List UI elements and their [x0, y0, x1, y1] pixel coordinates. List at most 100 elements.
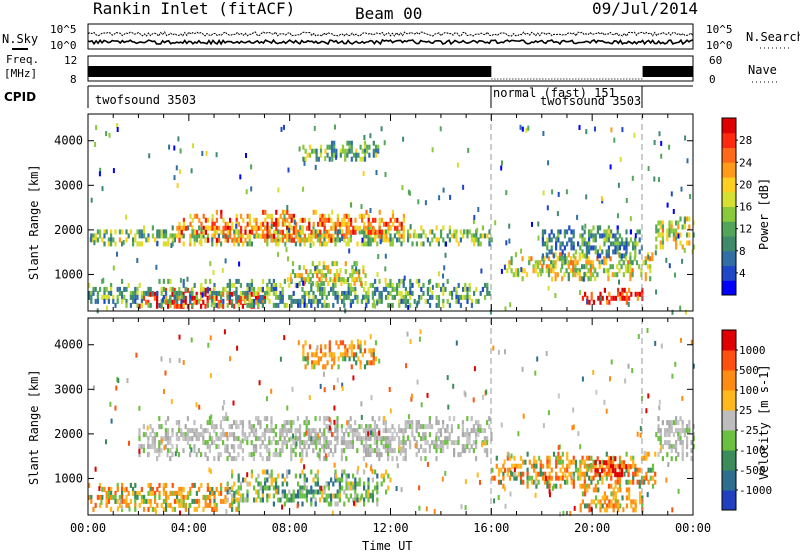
heatmap-cell	[303, 302, 306, 308]
heatmap-cell	[284, 209, 287, 215]
heatmap-cell	[268, 436, 271, 442]
heatmap-cell	[614, 295, 617, 301]
heatmap-cell	[285, 428, 288, 434]
heatmap-cell	[270, 473, 273, 479]
heatmap-cell	[308, 237, 311, 243]
heatmap-cell	[92, 286, 95, 292]
heatmap-cell	[679, 240, 682, 246]
heatmap-cell	[158, 494, 161, 500]
heatmap-cell	[323, 299, 326, 305]
heatmap-cell	[560, 267, 562, 273]
heatmap-cell	[557, 233, 560, 239]
heatmap-cell	[588, 229, 591, 235]
heatmap-cell	[189, 241, 192, 247]
heatmap-cell	[629, 268, 632, 274]
heatmap-cell	[609, 460, 612, 466]
heatmap-cell	[279, 432, 282, 438]
heatmap-cell	[422, 229, 425, 235]
heatmap-cell	[336, 440, 339, 446]
heatmap-cell	[647, 166, 650, 171]
heatmap-cell	[305, 290, 308, 296]
heatmap-cell	[360, 277, 363, 283]
heatmap-cell	[304, 340, 307, 346]
heatmap-cell	[426, 392, 429, 398]
heatmap-cell	[574, 264, 577, 270]
heatmap-cell	[193, 213, 196, 219]
heatmap-cell	[502, 475, 505, 481]
heatmap-cell	[422, 290, 425, 296]
heatmap-cell	[605, 256, 608, 262]
heatmap-cell	[184, 494, 187, 500]
heatmap-cell	[402, 448, 405, 454]
heatmap-cell	[323, 237, 326, 243]
heatmap-cell	[235, 229, 238, 235]
heatmap-cell	[572, 233, 575, 239]
heatmap-cell	[191, 286, 194, 292]
heatmap-cell	[493, 475, 496, 481]
heatmap-cell	[366, 144, 369, 150]
heatmap-cell	[627, 472, 630, 478]
heatmap-cell	[320, 485, 323, 491]
heatmap-cell	[345, 473, 348, 479]
heatmap-cell	[605, 260, 608, 266]
heatmap-cell	[406, 420, 409, 426]
heatmap-cell	[418, 282, 421, 288]
heatmap-cell	[344, 356, 347, 362]
heatmap-cell	[424, 424, 427, 430]
heatmap-cell	[121, 498, 124, 504]
heatmap-cell	[235, 424, 238, 430]
heatmap-cell	[178, 290, 181, 296]
heatmap-cell	[345, 294, 348, 300]
heatmap-cell	[190, 447, 193, 453]
heatmap-cell	[327, 302, 330, 308]
heatmap-cell	[387, 221, 390, 227]
heatmap-cell	[453, 416, 456, 422]
heatmap-cell	[609, 256, 612, 262]
heatmap-cell	[402, 436, 405, 442]
heatmap-cell	[623, 464, 626, 470]
heatmap-cell	[264, 233, 267, 239]
heatmap-cell	[367, 444, 370, 450]
heatmap-cell	[605, 233, 608, 239]
heatmap-cell	[316, 302, 319, 308]
heatmap-cell	[592, 225, 595, 231]
heatmap-cell	[371, 428, 374, 434]
heatmap-cell	[360, 229, 363, 235]
heatmap-cell	[215, 217, 218, 223]
heatmap-cell	[334, 225, 337, 231]
heatmap-cell	[226, 431, 228, 437]
heatmap-cell	[539, 463, 542, 469]
heatmap-cell	[149, 291, 152, 297]
heatmap-cell	[105, 305, 108, 311]
heatmap-cell	[334, 221, 337, 227]
heatmap-cell	[204, 502, 207, 508]
heatmap-cell	[561, 260, 564, 266]
heatmap-cell	[589, 268, 592, 274]
heatmap-cell	[479, 233, 482, 239]
heatmap-cell	[204, 440, 207, 446]
heatmap-cell	[624, 378, 627, 384]
heatmap-cell	[297, 481, 300, 487]
heatmap-cell	[217, 290, 220, 296]
heatmap-cell	[429, 229, 432, 235]
heatmap-cell	[329, 420, 332, 426]
heatmap-cell	[217, 299, 220, 305]
heatmap-cell	[272, 485, 275, 491]
heatmap-cell	[355, 261, 358, 267]
heatmap-cell	[334, 448, 337, 454]
heatmap-cell	[226, 456, 229, 462]
heatmap-cell	[503, 264, 506, 270]
heatmap-cell	[179, 148, 182, 154]
heatmap-cell	[384, 436, 387, 442]
heatmap-cell	[500, 165, 503, 171]
heatmap-cell	[349, 416, 352, 422]
heatmap-cell	[451, 233, 454, 239]
heatmap-cell	[317, 156, 320, 162]
heatmap-cell	[628, 487, 631, 493]
heatmap-cell	[330, 140, 334, 146]
heatmap-cell	[176, 290, 179, 296]
heatmap-cell	[588, 249, 591, 255]
heatmap-cell	[533, 467, 536, 473]
heatmap-cell	[614, 491, 617, 497]
heatmap-cell	[627, 268, 630, 274]
